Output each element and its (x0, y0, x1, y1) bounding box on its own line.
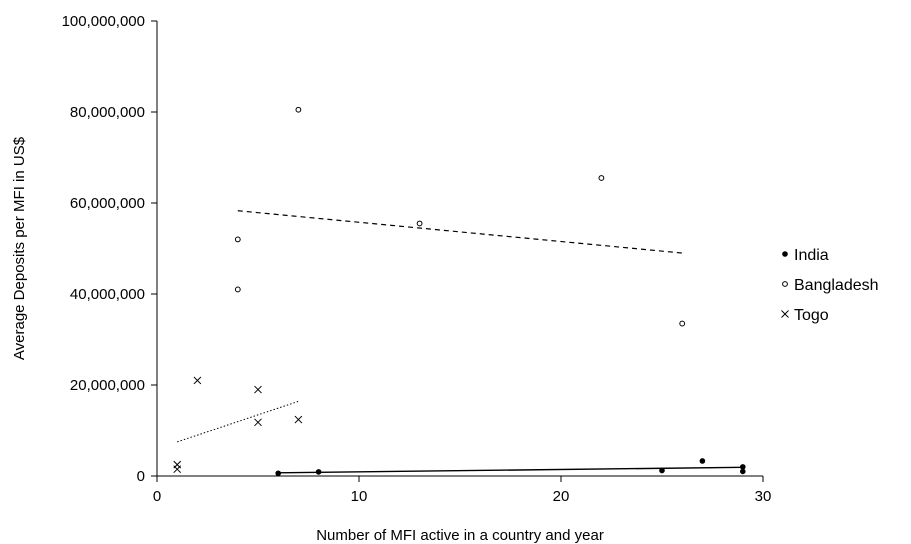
data-point-india (659, 467, 665, 474)
x-marker-stroke (294, 415, 303, 424)
trendline-togo (177, 400, 299, 443)
data-point-india (740, 468, 746, 475)
data-point-india (315, 469, 322, 475)
y-tick-label: 100,000,000 (62, 13, 145, 30)
x-tick-label: 10 (351, 488, 368, 505)
data-point-bangladesh (598, 175, 605, 181)
x-marker-stroke (254, 418, 262, 427)
x-tick-label: 20 (553, 488, 570, 505)
data-point-bangladesh (234, 286, 241, 293)
data-point-bangladesh (416, 220, 423, 227)
data-point-togo (254, 385, 262, 394)
y-tick-label: 40,000,000 (70, 286, 145, 303)
x-marker-stroke (781, 310, 789, 318)
x-axis-title: Number of MFI active in a country and ye… (316, 527, 604, 544)
data-point-bangladesh (679, 320, 686, 327)
legend-marker-bangladesh (782, 281, 788, 287)
data-point-togo (193, 376, 202, 385)
axes: 0 20,000,000 40,000,000 60,000,000 80,000,00… (62, 13, 772, 505)
y-axis-title: Average Deposits per MFI in US$ (11, 136, 28, 360)
legend-marker-togo (781, 310, 789, 318)
y-tick-label: 80,000,000 (70, 104, 145, 121)
trendlines (177, 210, 743, 474)
data-point-india (740, 464, 746, 470)
legend-label-togo: Togo (794, 307, 829, 324)
data-point-bangladesh (234, 236, 241, 243)
x-marker-stroke (254, 385, 262, 394)
x-tick-label: 0 (153, 488, 161, 505)
data-point-togo (294, 415, 303, 424)
data-points (173, 106, 746, 477)
y-tick-label: 60,000,000 (70, 195, 145, 212)
legend-marker-india (782, 251, 788, 257)
data-point-togo (173, 465, 182, 474)
data-point-togo (254, 418, 262, 427)
x-marker-stroke (193, 376, 202, 385)
data-point-india (275, 470, 282, 477)
trendline-bangladesh (237, 210, 683, 254)
legend: India Bangladesh Togo (781, 247, 879, 324)
trendline-india (278, 466, 743, 474)
y-tick-label: 20,000,000 (70, 377, 145, 394)
x-tick-label: 30 (755, 488, 772, 505)
legend-label-india: India (794, 247, 829, 264)
data-point-bangladesh (295, 106, 302, 113)
x-marker-stroke (173, 465, 182, 474)
data-point-india (699, 458, 706, 464)
legend-label-bangladesh: Bangladesh (794, 277, 879, 294)
y-tick-label: 0 (137, 468, 145, 485)
